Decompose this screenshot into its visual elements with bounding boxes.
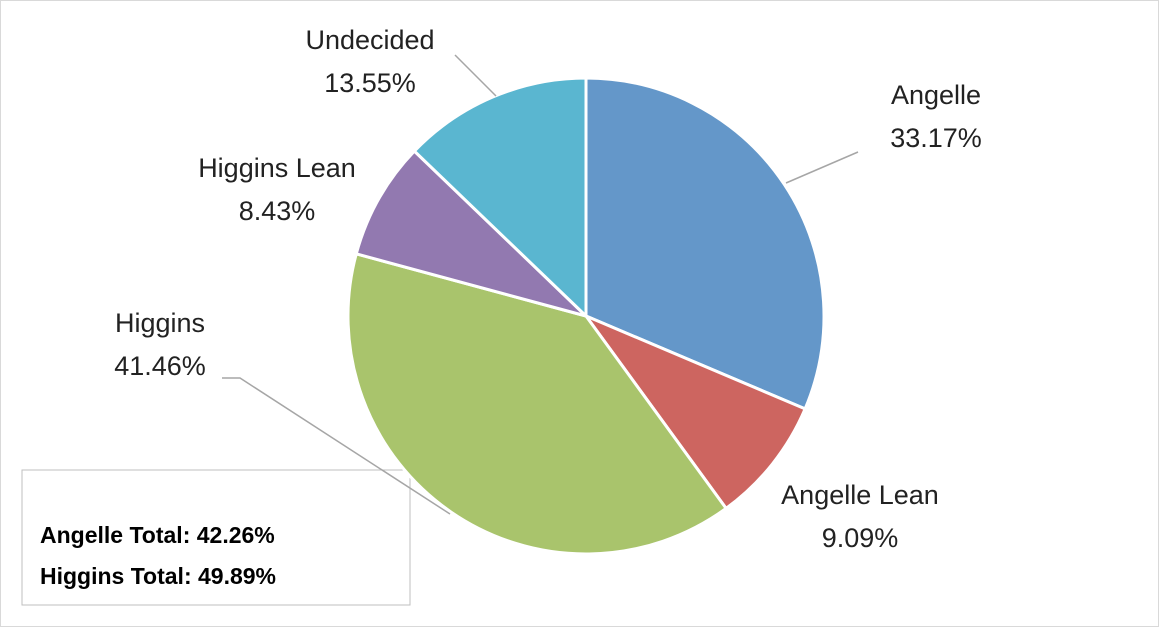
slice-label: Undecided xyxy=(305,25,434,55)
value-label: 9.09% xyxy=(822,523,899,553)
annotation: Higgins Total: 49.89% xyxy=(40,563,276,589)
leader-line xyxy=(454,54,497,97)
annotation-box xyxy=(21,469,411,606)
pie-slice xyxy=(584,76,826,411)
value-label: 13.55% xyxy=(324,68,416,98)
value-label: 41.46% xyxy=(114,351,206,381)
value-label: 8.43% xyxy=(239,196,316,226)
slice-label: Angelle xyxy=(891,80,981,110)
pie-slice xyxy=(412,76,588,320)
slice-label: Angelle Lean xyxy=(781,480,939,510)
annotation: Angelle Total: 42.26% xyxy=(40,522,275,548)
value-label: 33.17% xyxy=(890,123,982,153)
leader-line xyxy=(785,151,859,184)
pie-slice xyxy=(354,148,588,318)
pie-slice xyxy=(581,312,808,511)
leader-line xyxy=(222,377,451,515)
pie-slice xyxy=(346,252,729,556)
slice-label: Higgins Lean xyxy=(198,153,356,183)
slice-label: Higgins xyxy=(115,308,205,338)
